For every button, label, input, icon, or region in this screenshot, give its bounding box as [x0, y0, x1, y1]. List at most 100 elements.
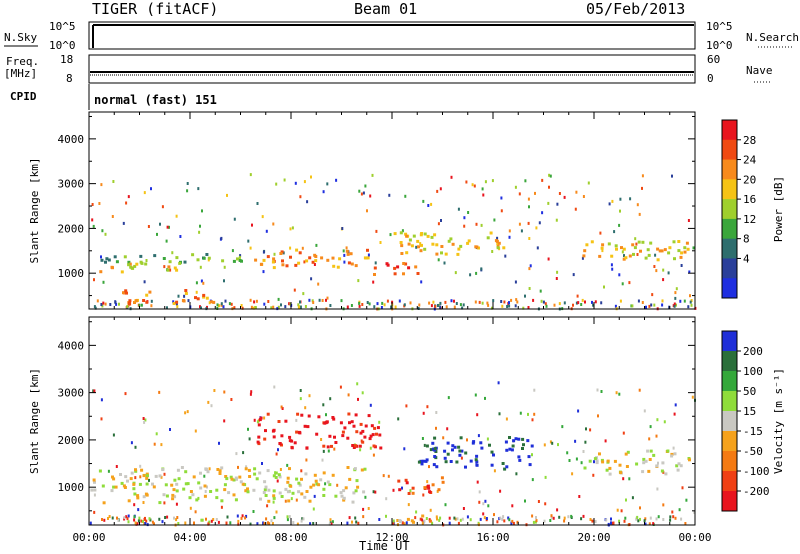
- echo-point: [437, 258, 440, 262]
- echo-point: [631, 304, 634, 308]
- echo-cell: [286, 480, 290, 484]
- echo-point: [589, 518, 592, 521]
- echo-cell: [111, 266, 114, 270]
- echo-point: [213, 389, 216, 392]
- echo-point: [115, 302, 118, 306]
- echo-cell: [406, 517, 410, 521]
- echo-point: [582, 514, 585, 518]
- echo-cell: [354, 413, 358, 417]
- echo-point: [208, 520, 211, 524]
- echo-point: [256, 522, 259, 526]
- echo-point: [547, 257, 550, 261]
- echo-cell: [393, 272, 397, 276]
- echo-cell: [371, 433, 375, 437]
- echo-cell: [296, 412, 300, 416]
- echo-cell: [504, 440, 508, 444]
- echo-cell: [101, 484, 105, 488]
- echo-cell: [182, 487, 186, 491]
- echo-point: [385, 497, 388, 501]
- colorbar-tick-label: -200: [743, 485, 770, 498]
- echo-point: [207, 400, 210, 404]
- echo-point: [675, 287, 678, 291]
- echo-cell: [331, 256, 335, 260]
- echo-cell: [456, 252, 460, 256]
- echo-cell: [212, 300, 216, 304]
- echo-point: [608, 202, 611, 206]
- echo-cell: [420, 243, 423, 247]
- echo-point: [635, 242, 638, 246]
- echo-point: [93, 278, 95, 282]
- echo-cell: [402, 272, 405, 276]
- echo-cell: [348, 477, 352, 481]
- echo-point: [687, 219, 690, 222]
- echo-point: [550, 515, 553, 519]
- echo-point: [422, 493, 425, 497]
- echo-point: [680, 517, 683, 521]
- echo-point: [548, 173, 551, 177]
- echo-cell: [314, 259, 318, 263]
- colorbar-title: Velocity [m s⁻¹]: [772, 368, 785, 474]
- echo-point: [262, 270, 265, 274]
- echo-point: [459, 303, 462, 307]
- echo-cell: [246, 490, 250, 494]
- echo-cell: [606, 459, 610, 463]
- echo-point: [218, 441, 220, 445]
- echo-cell: [367, 414, 371, 418]
- colorbar-title: Power [dB]: [772, 176, 785, 242]
- echo-point: [117, 519, 120, 522]
- echo-cell: [175, 489, 179, 493]
- echo-point: [368, 302, 371, 306]
- echo-cell: [508, 447, 512, 451]
- echo-point: [303, 260, 306, 264]
- echo-cell: [289, 255, 292, 259]
- echo-cell: [345, 249, 349, 253]
- echo-point: [582, 450, 585, 453]
- echo-point: [247, 239, 250, 243]
- echo-point: [669, 515, 672, 519]
- echo-cell: [590, 240, 594, 244]
- echo-cell: [230, 477, 234, 481]
- echo-point: [115, 465, 118, 468]
- echo-point: [277, 448, 279, 452]
- echo-cell: [420, 462, 424, 466]
- echo-cell: [359, 422, 363, 426]
- echo-band: [100, 253, 243, 265]
- echo-point: [654, 253, 657, 257]
- echo-point: [426, 480, 429, 484]
- echo-cell: [635, 462, 639, 466]
- echo-point: [158, 390, 161, 394]
- echo-cell: [421, 459, 425, 463]
- echo-cell: [404, 478, 408, 482]
- echo-point: [442, 436, 445, 440]
- echo-cell: [298, 430, 301, 434]
- colorbar-tick-label: 16: [743, 193, 756, 206]
- echo-point: [673, 304, 676, 308]
- echo-point: [163, 472, 166, 476]
- echo-point: [540, 299, 543, 303]
- echo-band: [397, 476, 445, 495]
- echo-cell: [459, 436, 463, 440]
- echo-point: [111, 215, 114, 218]
- echo-point: [275, 510, 278, 514]
- echo-point: [596, 388, 599, 392]
- echo-point: [197, 496, 200, 500]
- echo-point: [256, 420, 259, 424]
- echo-point: [503, 300, 506, 304]
- echo-point: [552, 516, 555, 520]
- echo-point: [534, 191, 536, 195]
- echo-cell: [363, 467, 367, 471]
- echo-point: [166, 306, 168, 310]
- echo-cell: [361, 440, 365, 444]
- echo-cell: [355, 430, 359, 434]
- echo-point: [415, 245, 418, 249]
- echo-point: [419, 517, 422, 521]
- echo-cell: [600, 246, 604, 250]
- echo-point: [262, 250, 265, 254]
- echo-point: [514, 304, 517, 308]
- echo-point: [671, 174, 673, 178]
- echo-point: [661, 303, 664, 307]
- echo-point: [436, 304, 439, 307]
- echo-cell: [685, 241, 689, 245]
- echo-cell: [375, 432, 378, 436]
- echo-cell: [298, 251, 302, 255]
